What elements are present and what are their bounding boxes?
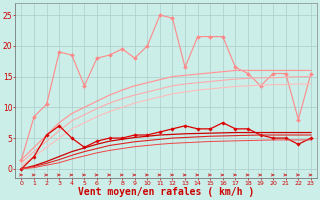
X-axis label: Vent moyen/en rafales ( km/h ): Vent moyen/en rafales ( km/h ) — [78, 187, 254, 197]
